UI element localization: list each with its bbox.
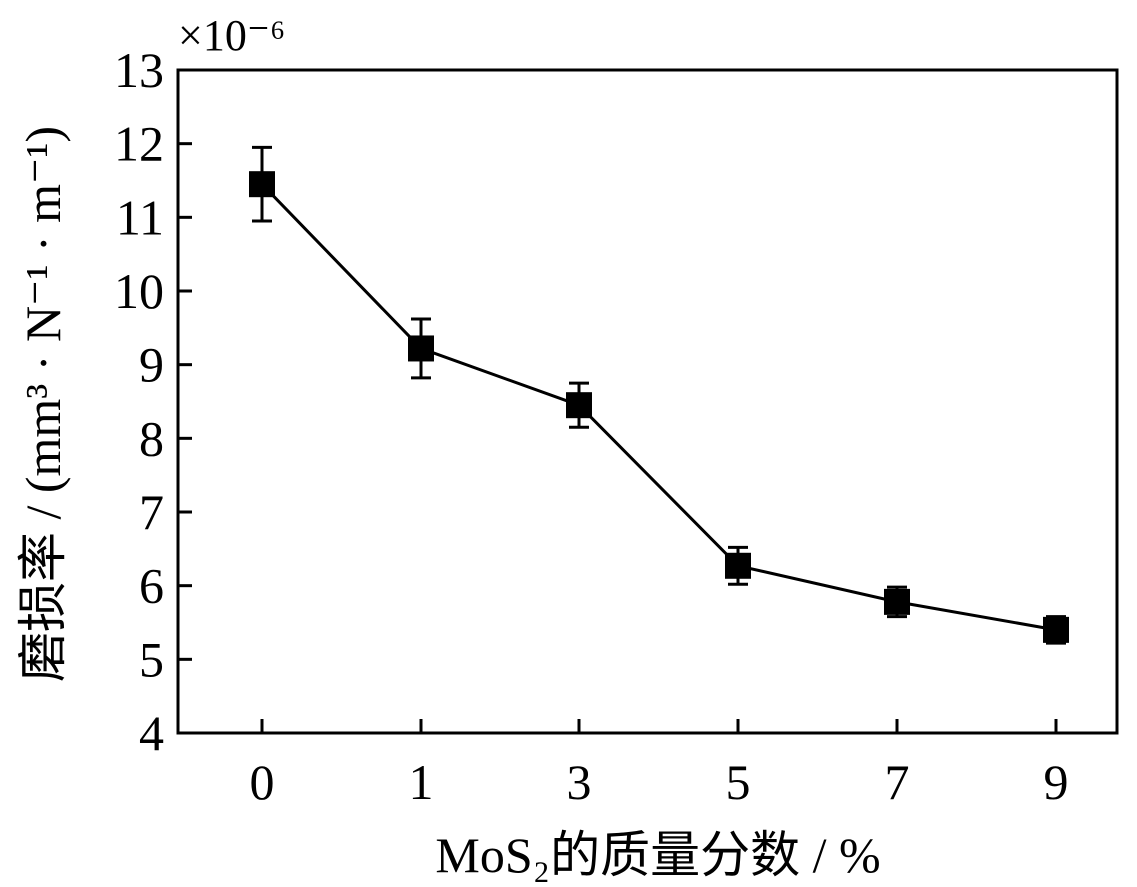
y-tick-label: 11 <box>116 189 164 245</box>
x-axis-title: MoS₂的质量分数 / % <box>435 827 880 883</box>
data-point <box>884 588 910 615</box>
y-tick-label: 5 <box>139 631 164 687</box>
x-tick-label: 3 <box>567 754 592 810</box>
data-point <box>249 171 275 198</box>
y-tick-label: 8 <box>139 410 164 466</box>
y-tick-label: 4 <box>139 705 164 761</box>
x-axis: 0 1 3 5 7 9 <box>250 719 1069 810</box>
y-tick-label: 9 <box>139 337 164 393</box>
data-point <box>1043 616 1069 643</box>
y-tick-label: 6 <box>139 558 164 614</box>
y-axis-multiplier: ×10⁻⁶ <box>178 11 285 60</box>
x-tick-label: 7 <box>885 754 910 810</box>
x-tick-label: 5 <box>726 754 751 810</box>
x-tick-label: 9 <box>1044 754 1069 810</box>
x-tick-label: 1 <box>409 754 434 810</box>
plot-border <box>176 68 1119 735</box>
y-tick-label: 13 <box>114 42 164 98</box>
y-tick-label: 10 <box>114 263 164 319</box>
plot-frame <box>176 68 1119 735</box>
data-point <box>566 392 592 419</box>
x-tick-label: 0 <box>250 754 275 810</box>
y-tick-label: 7 <box>139 484 164 540</box>
series-line <box>260 183 1057 632</box>
series-line-layer <box>249 145 1069 645</box>
data-point <box>725 552 751 579</box>
data-point <box>408 335 434 362</box>
y-axis: 4 5 6 7 8 9 10 11 12 13 <box>114 42 192 761</box>
y-tick-label: 12 <box>114 116 164 172</box>
y-axis-title: 磨损率 / (mm³ · N⁻¹ · m⁻¹) <box>15 126 71 682</box>
